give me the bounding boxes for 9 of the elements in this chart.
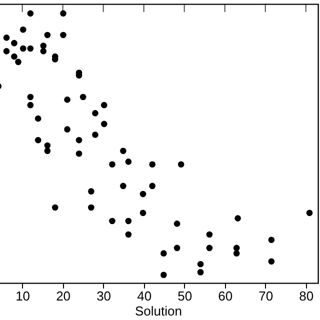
x-tick-label: 10 bbox=[16, 288, 30, 304]
x-axis-title: Solution bbox=[135, 304, 182, 318]
x-tick-label: 30 bbox=[96, 288, 112, 304]
x-tick-label: 40 bbox=[137, 288, 152, 304]
x-tick-label: 20 bbox=[56, 288, 71, 304]
x-tick-label: 70 bbox=[258, 288, 274, 304]
x-tick-label: 80 bbox=[299, 288, 314, 304]
x-tick-label: 60 bbox=[218, 288, 233, 304]
x-tick-label: 50 bbox=[178, 288, 192, 304]
